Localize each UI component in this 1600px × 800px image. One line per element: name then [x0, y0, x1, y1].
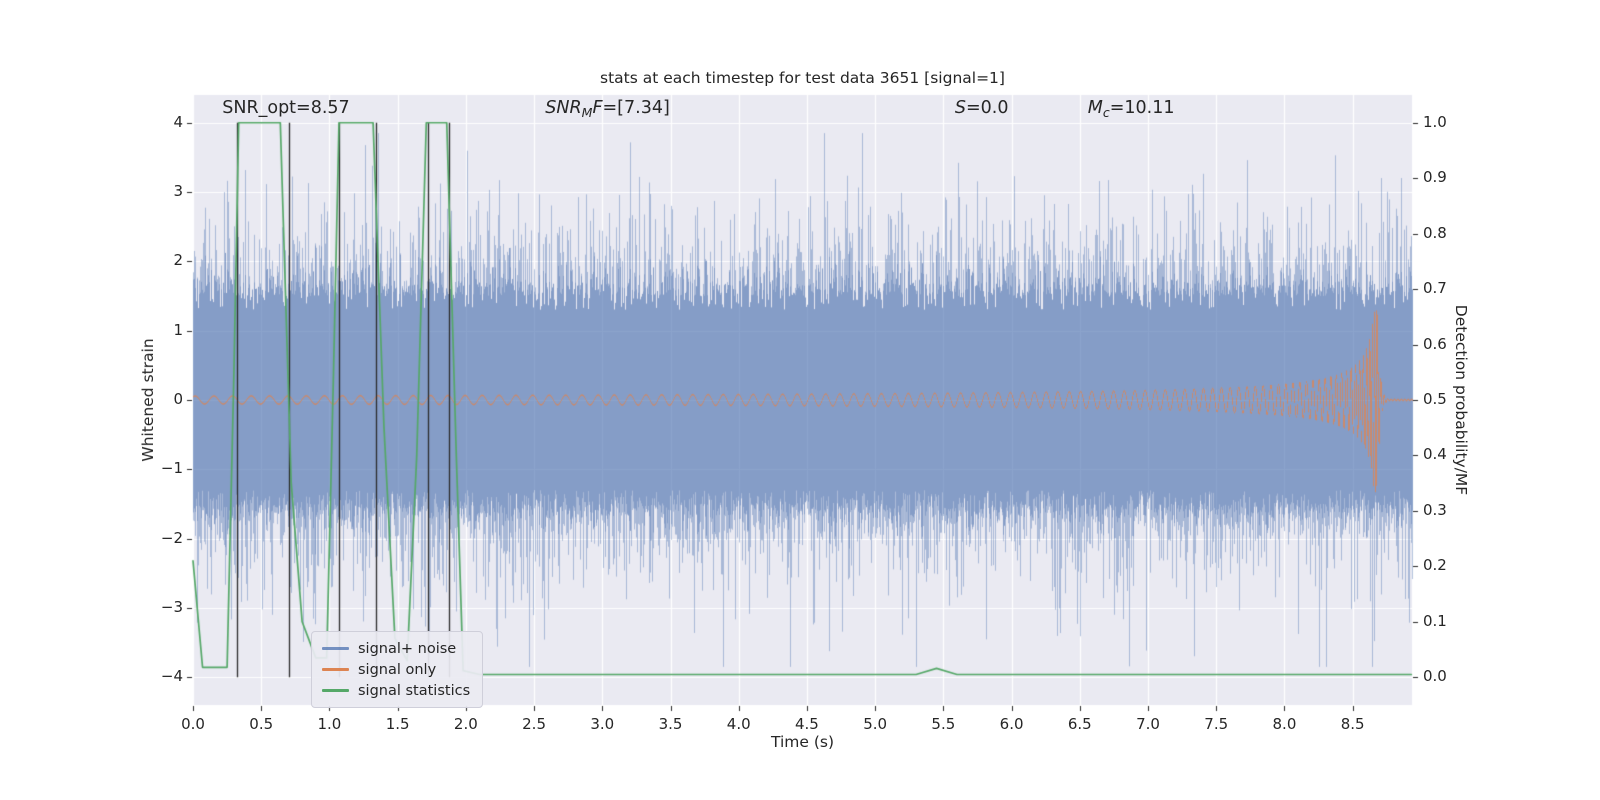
- legend: signal+ noise signal only signal statist…: [311, 631, 484, 708]
- chart-title: stats at each timestep for test data 365…: [600, 69, 1005, 87]
- legend-item-signal-statistics: signal statistics: [322, 680, 470, 701]
- legend-item-signal-noise: signal+ noise: [322, 638, 470, 659]
- legend-label-signal-only: signal only: [358, 661, 437, 678]
- y-axis-label-left: Whitened strain: [139, 338, 157, 462]
- legend-swatch-signal-statistics: [322, 689, 349, 692]
- y-axis-label-right: Detection probability/MF: [1452, 304, 1470, 496]
- legend-item-signal-only: signal only: [322, 659, 470, 680]
- legend-label-signal-statistics: signal statistics: [358, 682, 471, 699]
- legend-label-signal-noise: signal+ noise: [358, 640, 457, 657]
- legend-swatch-signal-noise: [322, 647, 349, 650]
- legend-swatch-signal-only: [322, 668, 349, 671]
- x-axis-label: Time (s): [770, 733, 835, 751]
